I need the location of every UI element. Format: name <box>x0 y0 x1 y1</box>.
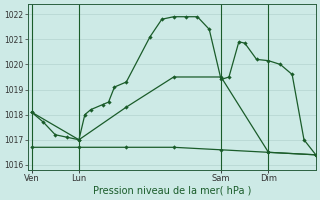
X-axis label: Pression niveau de la mer( hPa ): Pression niveau de la mer( hPa ) <box>92 186 251 196</box>
